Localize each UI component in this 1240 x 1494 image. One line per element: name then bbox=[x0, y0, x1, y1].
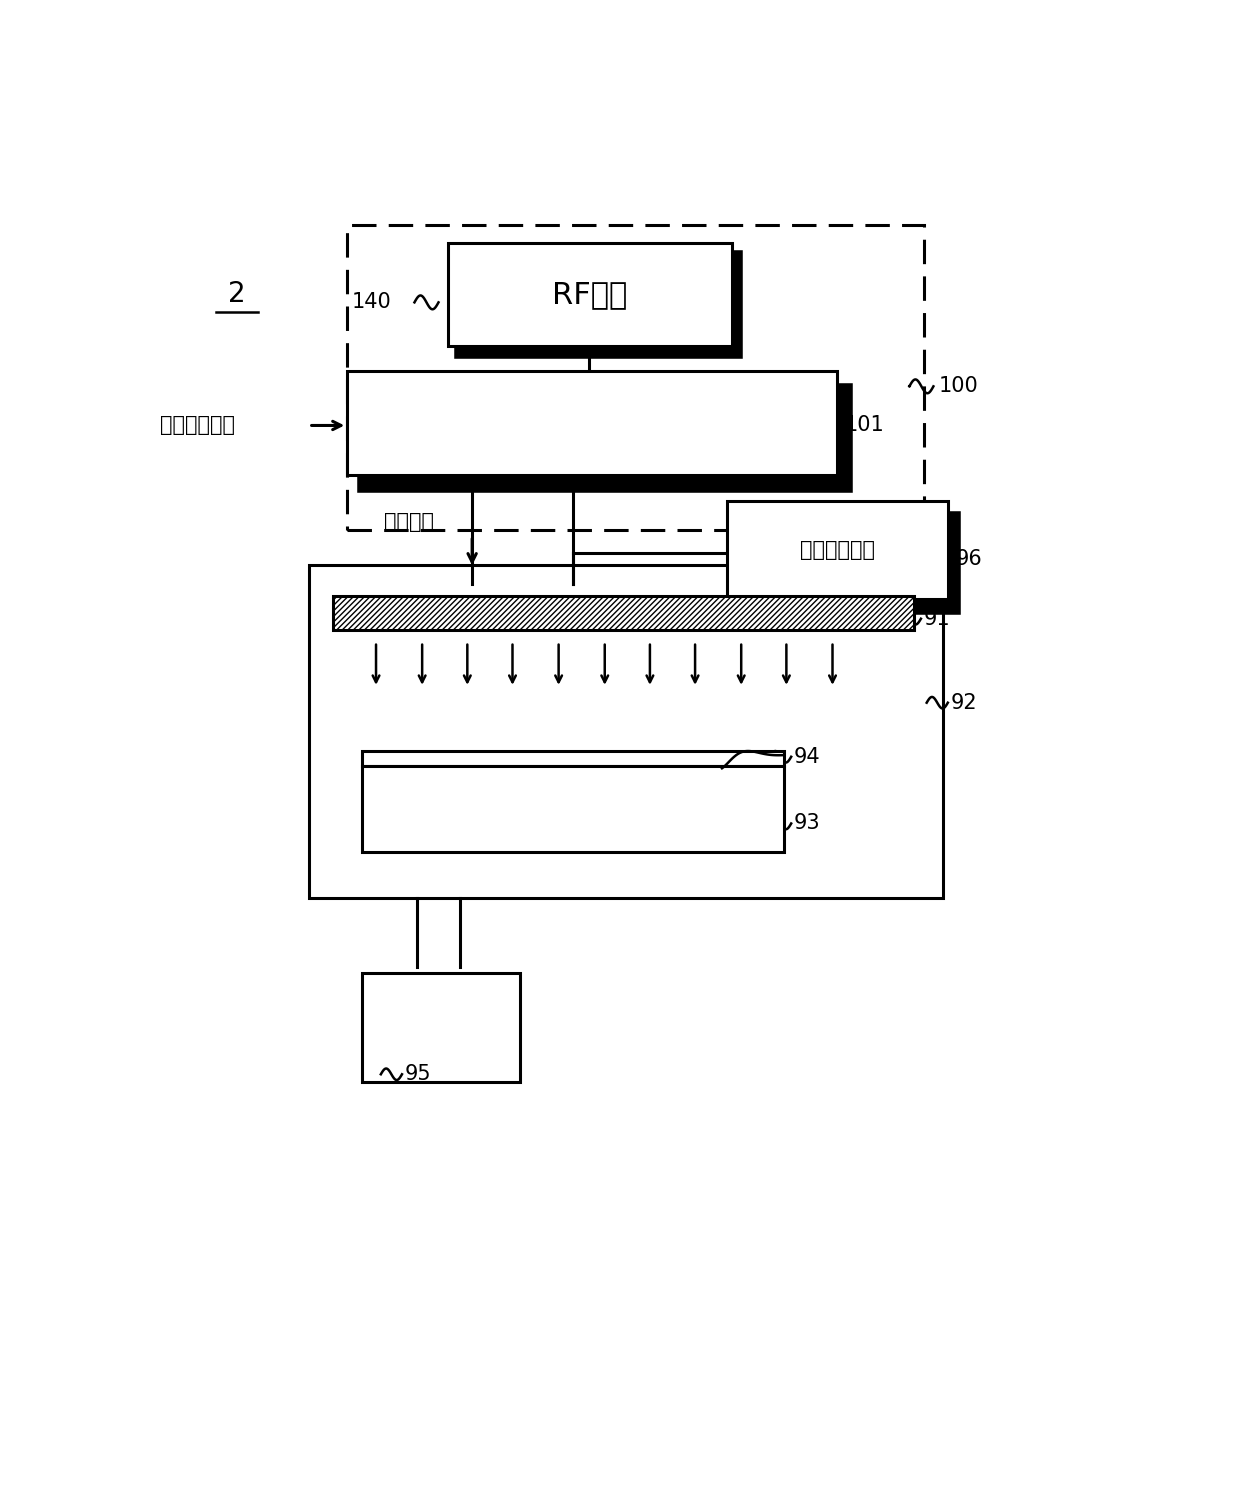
FancyBboxPatch shape bbox=[448, 242, 732, 347]
FancyBboxPatch shape bbox=[309, 565, 944, 898]
Text: 2: 2 bbox=[228, 281, 246, 308]
Text: 第二处理气体: 第二处理气体 bbox=[160, 415, 234, 435]
Text: 94: 94 bbox=[794, 747, 821, 766]
Text: 96: 96 bbox=[956, 548, 982, 569]
Text: 140: 140 bbox=[352, 293, 392, 312]
FancyBboxPatch shape bbox=[456, 252, 740, 357]
Text: 101: 101 bbox=[844, 415, 885, 435]
Text: 100: 100 bbox=[939, 376, 978, 396]
Text: 92: 92 bbox=[951, 693, 977, 713]
FancyBboxPatch shape bbox=[360, 387, 849, 490]
Text: RF功率: RF功率 bbox=[552, 279, 627, 309]
Text: 第一处理气体: 第一处理气体 bbox=[800, 541, 874, 560]
FancyBboxPatch shape bbox=[362, 751, 785, 766]
Text: 活性物质: 活性物质 bbox=[383, 512, 434, 532]
FancyBboxPatch shape bbox=[347, 372, 837, 475]
FancyBboxPatch shape bbox=[362, 766, 785, 852]
Text: 93: 93 bbox=[794, 814, 821, 834]
FancyBboxPatch shape bbox=[727, 502, 947, 599]
Text: 95: 95 bbox=[404, 1064, 432, 1085]
FancyBboxPatch shape bbox=[738, 514, 959, 613]
FancyBboxPatch shape bbox=[332, 596, 914, 630]
Text: 91: 91 bbox=[924, 608, 950, 629]
FancyBboxPatch shape bbox=[362, 973, 521, 1082]
